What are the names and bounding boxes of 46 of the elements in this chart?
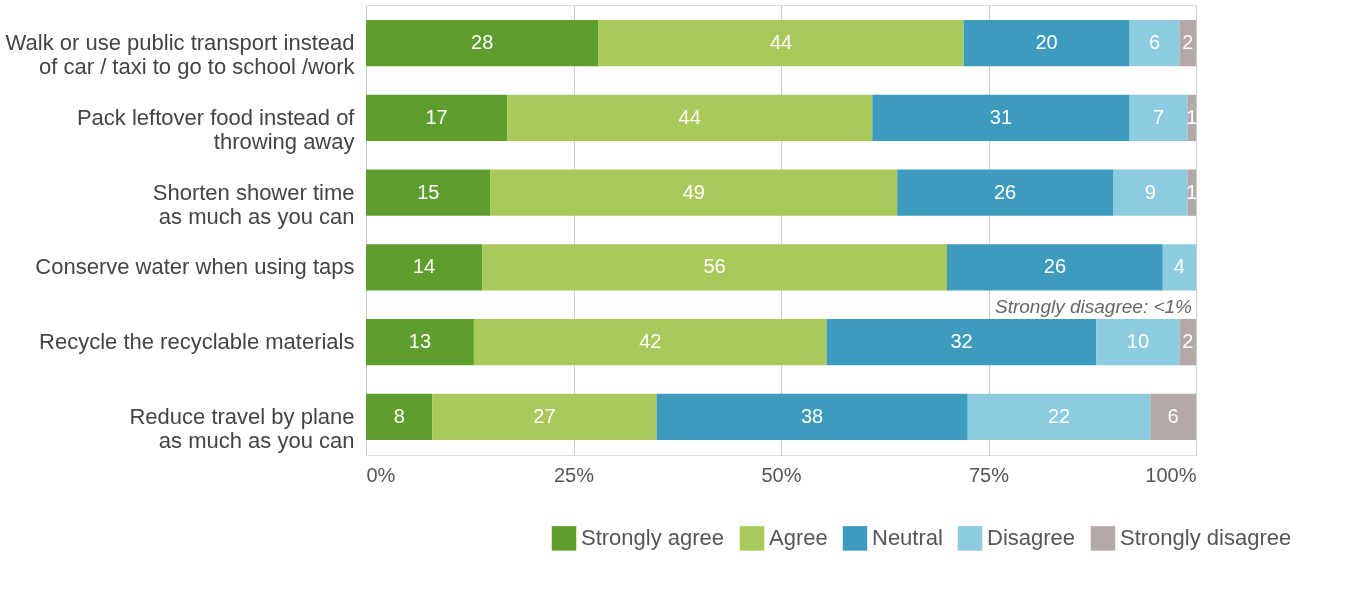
- x-tick-label: 25%: [553, 463, 595, 486]
- legend-label: Strongly disagree: [1120, 525, 1292, 551]
- data-label: 13: [408, 330, 432, 353]
- data-label: 7: [1153, 105, 1165, 128]
- data-label: 4: [1173, 255, 1185, 278]
- data-label: 2: [1182, 31, 1194, 54]
- data-label: 38: [801, 404, 824, 427]
- data-label: 28: [471, 31, 494, 54]
- data-label: 14: [412, 255, 436, 278]
- data-label: 26: [993, 180, 1017, 203]
- annotation: Strongly disagree: <1%: [995, 296, 1193, 318]
- y-tick-label: Conserve water when using taps: [35, 254, 355, 280]
- data-label: 27: [533, 404, 556, 427]
- data-label: 10: [1126, 330, 1150, 353]
- data-label: 9: [1144, 180, 1156, 203]
- data-label: 1: [1186, 105, 1198, 128]
- data-label: 2: [1182, 330, 1194, 353]
- data-label: 1: [1186, 180, 1198, 203]
- data-label: 6: [1167, 404, 1179, 427]
- x-tick-label: 0%: [366, 463, 396, 486]
- data-label: 44: [769, 31, 793, 54]
- legend-label: Disagree: [987, 525, 1076, 551]
- x-tick-label: 100%: [1145, 463, 1197, 486]
- y-tick-label: Walk or use public transport instead of car / taxi to go to school /work: [5, 30, 356, 80]
- y-tick-label: Reduce travel by plane as much as you can: [129, 403, 355, 453]
- data-label: 22: [1047, 404, 1071, 427]
- data-label: 42: [639, 330, 662, 353]
- data-label: 44: [678, 105, 701, 128]
- data-label: 32: [950, 330, 973, 353]
- data-label: 6: [1148, 31, 1161, 54]
- legend-label: Strongly agree: [581, 525, 725, 551]
- x-tick-label: 50%: [761, 463, 802, 486]
- legend-label: Agree: [769, 525, 828, 551]
- x-tick-label: 75%: [968, 463, 1010, 486]
- y-tick-label: Recycle the recyclable materials: [39, 329, 355, 355]
- y-tick-label: Pack leftover food instead of throwing away: [76, 104, 356, 154]
- legend-label: Neutral: [872, 525, 943, 551]
- data-label: 31: [989, 105, 1013, 128]
- data-label: 8: [393, 404, 405, 427]
- data-label: 49: [682, 180, 705, 203]
- data-label: 17: [425, 105, 448, 128]
- data-label: 56: [703, 255, 726, 278]
- y-tick-label: Shorten shower time as much as you can: [152, 179, 355, 229]
- data-label: 26: [1043, 255, 1067, 278]
- data-label: 20: [1035, 31, 1058, 54]
- data-label: 15: [417, 180, 440, 203]
